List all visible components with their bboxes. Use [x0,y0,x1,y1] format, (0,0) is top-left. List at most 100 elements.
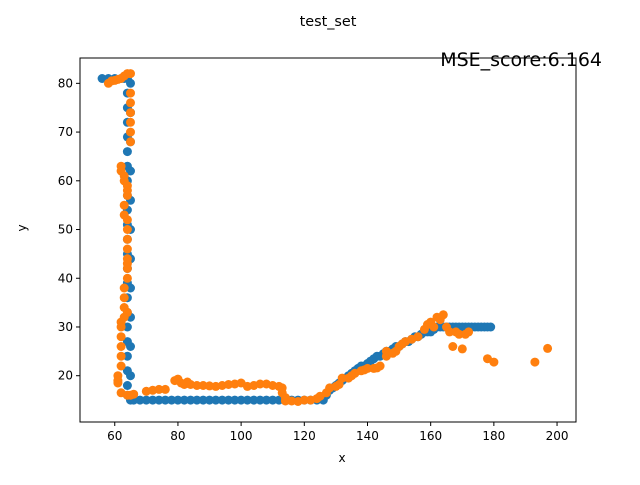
data-point [126,137,135,147]
y-tick-label: 50 [58,223,73,237]
data-point [192,395,202,405]
data-point [167,395,177,405]
data-point [126,69,135,79]
data-point [116,351,126,361]
y-tick-label: 20 [58,369,73,383]
data-point [129,389,139,399]
data-point [126,371,135,381]
data-point [122,190,132,200]
data-point [445,327,455,337]
data-point [242,395,252,405]
data-point [122,381,132,390]
x-tick-label: 200 [546,429,569,443]
data-point [236,395,246,405]
data-point [119,200,129,210]
y-tick-label: 80 [58,76,73,90]
x-tick-label: 100 [230,429,253,443]
data-point [489,357,499,367]
data-point [429,322,439,332]
data-point [299,395,309,405]
data-point [122,244,132,254]
data-point [448,342,458,351]
data-point [154,395,164,405]
data-point [122,322,132,332]
data-point [173,395,183,405]
data-point [126,78,135,88]
data-point [160,384,170,394]
data-point [126,342,135,351]
data-point [116,332,126,342]
x-tick-label: 120 [293,429,316,443]
data-point [192,381,202,390]
y-tick-label: 60 [58,174,73,188]
data-point [116,361,126,371]
plot-frame [79,57,577,423]
data-point [261,395,271,405]
data-point [217,395,227,405]
chart-title: test_set [300,14,357,30]
y-tick-label: 70 [58,125,73,139]
x-axis-ticks: 60 80 100 120 140 160 180 200 [107,422,568,443]
data-point [119,293,129,303]
data-point [457,344,467,354]
data-point [454,329,464,339]
data-point [186,395,196,405]
data-point [126,127,135,137]
x-axis-label: x [338,451,345,465]
data-point [122,225,132,234]
data-point [148,395,158,405]
data-point [119,283,129,293]
y-axis-ticks: 20 30 40 50 60 70 80 [58,76,80,383]
data-point [113,378,123,388]
data-point [438,310,448,320]
data-point [543,343,553,353]
y-tick-label: 30 [58,320,73,334]
data-point [255,379,265,389]
y-tick-label: 40 [58,271,73,285]
data-point [249,395,259,405]
data-point [211,395,221,405]
series-layer [97,69,553,406]
data-point [122,234,132,244]
x-tick-label: 140 [356,429,379,443]
data-point [126,98,135,108]
data-point [530,357,540,367]
data-point [179,395,189,405]
data-point [126,283,135,293]
data-point [122,351,132,361]
data-point [116,322,126,332]
data-point [255,395,265,405]
x-tick-label: 160 [419,429,442,443]
data-point [122,215,132,225]
x-tick-label: 80 [170,429,185,443]
data-point [375,361,385,371]
data-point [337,373,347,383]
mse-score-annotation: MSE_score:6.164 [440,49,602,71]
series-2 [103,69,553,406]
data-point [160,395,170,405]
data-point [280,396,290,406]
data-point [126,108,135,118]
x-tick-label: 60 [107,429,122,443]
data-point [122,264,132,273]
data-point [116,342,126,351]
y-axis-label: y [15,224,29,231]
data-point [268,395,278,405]
data-point [198,395,208,405]
x-tick-label: 180 [482,429,505,443]
data-point [486,322,496,332]
data-point [154,384,164,394]
data-point [126,166,135,176]
data-point [205,395,214,405]
data-point [413,332,423,342]
data-point [224,395,233,405]
data-point [126,117,135,127]
data-point [363,363,372,373]
data-point [464,327,474,337]
data-point [126,88,135,98]
plot-area [80,58,576,422]
data-point [97,74,107,83]
data-point [141,395,151,405]
